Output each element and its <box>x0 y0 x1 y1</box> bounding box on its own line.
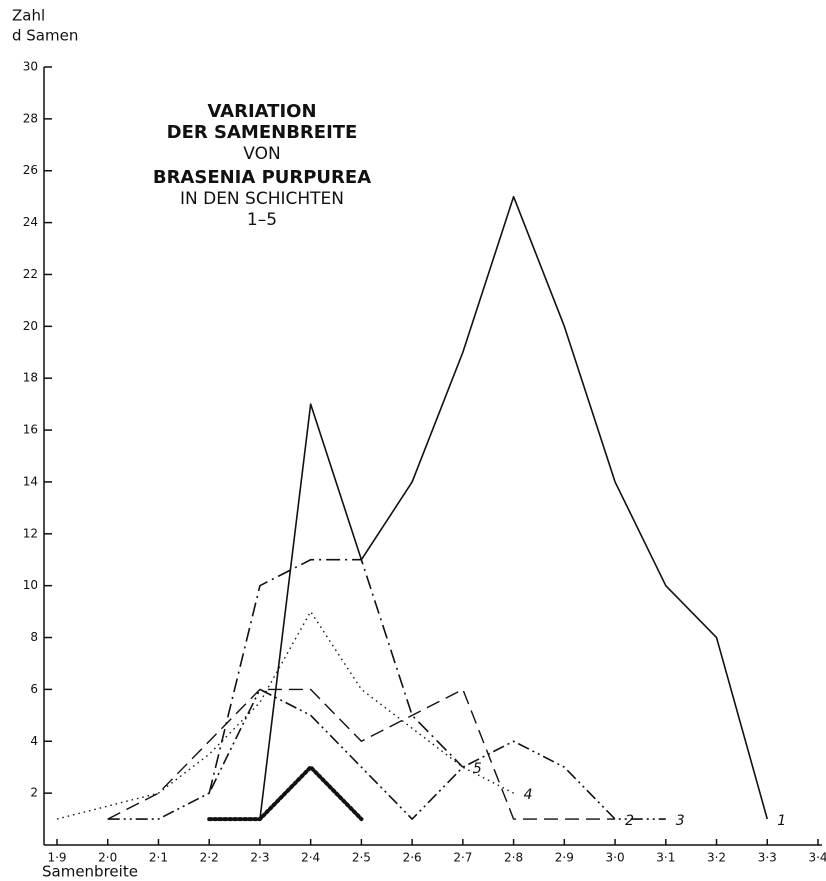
y-tick-label: 18 <box>23 371 38 385</box>
y-tick-label: 28 <box>23 111 38 125</box>
x-tick-label: 2·5 <box>352 851 371 865</box>
y-tick-label: 30 <box>23 60 38 74</box>
series-line <box>107 688 616 820</box>
y-tick-label: 10 <box>23 578 38 592</box>
title-line: BRASENIA PURPUREA <box>153 167 371 188</box>
y-axis-label: d Samen <box>12 27 78 45</box>
series-label: 5 <box>473 761 482 777</box>
y-axis-label: Zahl <box>12 7 45 25</box>
y-tick-label: 2 <box>30 786 38 800</box>
y-tick-label: 20 <box>23 319 38 333</box>
series-line <box>107 688 666 820</box>
y-tick-label: 8 <box>30 630 38 644</box>
title-line: VON <box>243 144 280 164</box>
x-tick-label: 3·4 <box>808 851 826 865</box>
x-tick-label: 2·3 <box>250 851 269 865</box>
x-tick-label: 3·2 <box>707 851 726 865</box>
y-tick-label: 6 <box>30 682 38 696</box>
x-tick-label: 2·8 <box>504 851 523 865</box>
y-tick-label: 12 <box>23 526 38 540</box>
x-tick-label: 2·1 <box>149 851 168 865</box>
y-tick-label: 14 <box>23 474 38 488</box>
series-label: 1 <box>777 813 786 829</box>
title: VARIATION DER SAMENBREITE VON BRASENIA P… <box>153 101 371 230</box>
y-tick-label: 4 <box>30 734 38 748</box>
series-line <box>208 558 464 794</box>
title-line: 1–5 <box>247 210 277 230</box>
y-tick-label: 22 <box>23 267 38 281</box>
title-line: DER SAMENBREITE <box>167 122 358 143</box>
x-tick-label: 2·9 <box>555 851 574 865</box>
x-tick-label: 2·6 <box>403 851 422 865</box>
x-tick-label: 3·1 <box>656 851 675 865</box>
title-line: VARIATION <box>207 101 316 122</box>
title-line: IN DEN SCHICHTEN <box>180 189 344 209</box>
y-tick-label: 24 <box>23 215 38 229</box>
series-line <box>56 610 514 820</box>
y-tick-label: 26 <box>23 163 38 177</box>
x-tick-label: 1·9 <box>47 851 66 865</box>
x-tick-label: 2·2 <box>200 851 219 865</box>
x-tick-label: 2·4 <box>301 851 320 865</box>
y-tick-label: 16 <box>23 423 38 437</box>
series-line <box>207 765 364 822</box>
series-label: 3 <box>676 813 685 829</box>
x-tick-label: 2·7 <box>453 851 472 865</box>
x-axis-label: Samenbreite <box>42 863 138 881</box>
series-line <box>259 195 769 820</box>
series-label: 4 <box>524 787 533 803</box>
x-tick-label: 3·0 <box>606 851 625 865</box>
series-label: 2 <box>625 813 634 829</box>
x-tick-label: 2·0 <box>98 851 117 865</box>
x-tick-label: 3·3 <box>758 851 777 865</box>
